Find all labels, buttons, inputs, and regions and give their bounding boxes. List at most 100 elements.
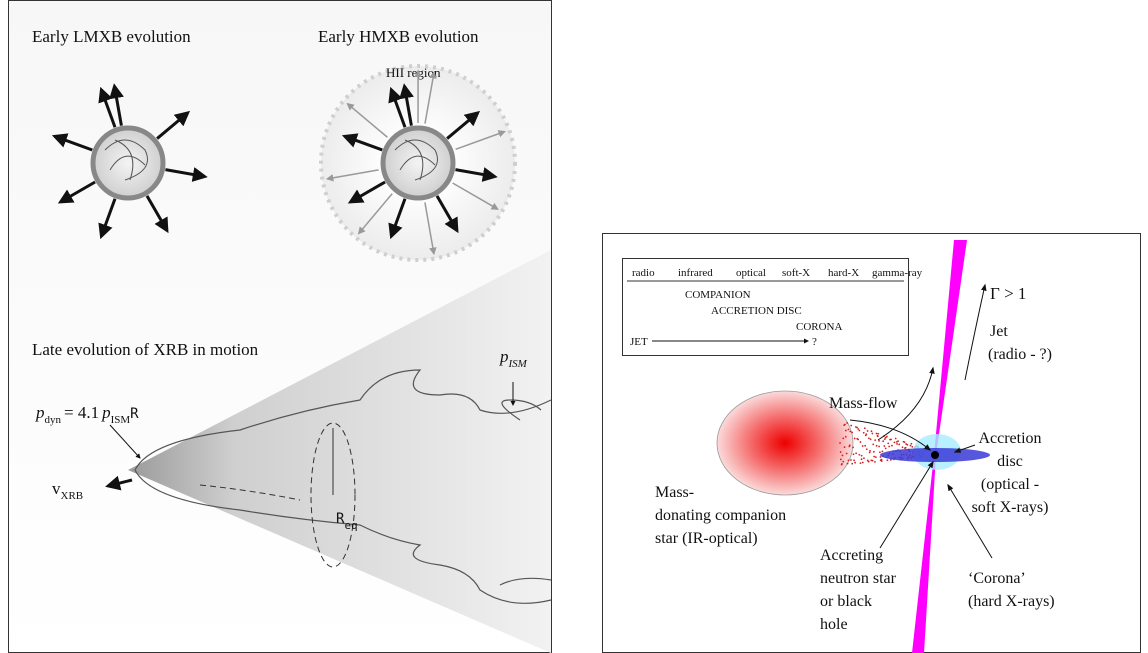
table-header-cell: soft-X [782, 267, 810, 279]
stream-particle [857, 428, 859, 430]
compact-label: neutron star [820, 570, 897, 587]
stream-particle [863, 457, 865, 459]
stream-particle [856, 427, 858, 429]
stream-particle [862, 445, 864, 447]
table-row: ACCRETION DISC [711, 305, 802, 317]
stream-particle [891, 445, 893, 447]
table-row: COMPANION [685, 289, 751, 301]
stream-particle [851, 432, 853, 434]
hmxb-star [383, 128, 453, 198]
stream-particle [885, 447, 887, 449]
stream-particle [877, 433, 879, 435]
stream-particle [864, 445, 866, 447]
stream-particle [854, 438, 856, 440]
stream-particle [910, 445, 912, 447]
lmxb-title: Early LMXB evolution [32, 27, 191, 46]
table-header-cell: infrared [678, 267, 713, 279]
stream-particle [876, 433, 878, 435]
stream-particle [849, 431, 851, 433]
compact-object [931, 451, 939, 459]
stream-particle [868, 437, 870, 439]
stream-particle [855, 452, 857, 454]
stream-particle [902, 446, 904, 448]
disc-label: soft X-rays) [972, 499, 1049, 516]
stream-particle [860, 441, 862, 443]
stream-particle [867, 430, 869, 432]
compact-label: or black [820, 593, 872, 610]
stream-particle [898, 444, 900, 446]
stream-particle [880, 456, 882, 458]
stream-particle [886, 436, 888, 438]
stream-particle [862, 462, 864, 464]
stream-particle [861, 455, 863, 457]
stream-particle [897, 440, 899, 442]
stream-particle [872, 443, 874, 445]
mass-flow-label: Mass-flow [829, 395, 898, 412]
stream-particle [858, 454, 860, 456]
stream-particle [848, 446, 850, 448]
lmxb-star [93, 128, 163, 198]
stream-particle [864, 427, 866, 429]
stream-particle [852, 447, 854, 449]
late-title: Late evolution of XRB in motion [32, 340, 259, 359]
corona-label: ‘Corona’ [968, 570, 1026, 587]
stream-particle [873, 456, 875, 458]
stream-particle [851, 463, 853, 465]
companion-label: donating companion [655, 507, 786, 524]
stream-particle [856, 438, 858, 440]
stream-particle [877, 435, 879, 437]
figure: Early LMXB evolution Early HMXB evolutio… [0, 0, 1148, 653]
disc-label: Accretion [978, 430, 1041, 447]
stream-particle [887, 442, 889, 444]
stream-particle [895, 438, 897, 440]
stream-particle [839, 442, 841, 444]
stream-particle [850, 425, 852, 427]
stream-particle [860, 462, 862, 464]
stream-particle [890, 438, 892, 440]
stream-particle [844, 424, 846, 426]
stream-particle [879, 451, 881, 453]
stream-particle [887, 459, 889, 461]
table-row: CORONA [796, 321, 843, 333]
stream-particle [872, 460, 874, 462]
stream-particle [870, 438, 872, 440]
jet-label: Jet [990, 323, 1008, 340]
stream-particle [875, 456, 877, 458]
stream-particle [850, 459, 852, 461]
stream-particle [865, 433, 867, 435]
lorentz-label: Γ > 1 [990, 284, 1026, 303]
stream-particle [874, 461, 876, 463]
stream-particle [844, 446, 846, 448]
stream-particle [910, 443, 912, 445]
stream-particle [869, 450, 871, 452]
left-panel: Early LMXB evolution Early HMXB evolutio… [9, 1, 552, 653]
stream-particle [842, 461, 844, 463]
stream-particle [868, 461, 870, 463]
stream-particle [845, 436, 847, 438]
hmxb-title: Early HMXB evolution [318, 27, 479, 46]
stream-particle [863, 432, 865, 434]
stream-particle [871, 430, 873, 432]
stream-particle [896, 443, 898, 445]
stream-particle [861, 458, 863, 460]
stream-particle [842, 437, 844, 439]
table-header-cell: optical [736, 267, 766, 279]
stream-particle [904, 441, 906, 443]
stream-particle [881, 450, 883, 452]
stream-particle [840, 451, 842, 453]
stream-particle [881, 459, 883, 461]
stream-particle [858, 430, 860, 432]
stream-particle [848, 459, 850, 461]
stream-particle [848, 428, 850, 430]
stream-particle [876, 445, 878, 447]
stream-particle [911, 446, 913, 448]
stream-particle [878, 446, 880, 448]
stream-particle [866, 448, 868, 450]
stream-particle [871, 433, 873, 435]
stream-particle [884, 438, 886, 440]
corona-label: (hard X-rays) [968, 593, 1055, 610]
stream-particle [873, 451, 875, 453]
stream-particle [882, 440, 884, 442]
table-row: ? [812, 336, 817, 348]
